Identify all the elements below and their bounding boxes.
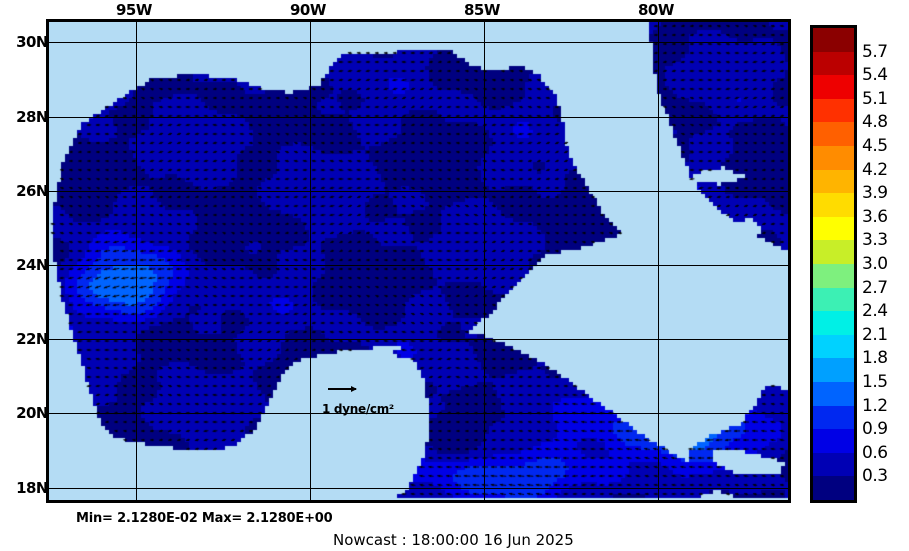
- gridline-lon-80W: [658, 22, 659, 500]
- colorbar-band-2: [813, 75, 854, 99]
- colorbar-tick-5.4: 5.4: [862, 65, 888, 86]
- colorbar-band-4: [813, 122, 854, 146]
- gridline-lat-18N: [49, 488, 788, 489]
- colorbar-tick-3.6: 3.6: [862, 206, 888, 227]
- colorbar-band-10: [813, 263, 854, 288]
- vector-scale-key: 1 dyne/cm²: [322, 382, 432, 422]
- colorbar-tick-2.4: 2.4: [862, 301, 888, 322]
- colorbar-tick-0.3: 0.3: [862, 466, 888, 487]
- vector-key-label: 1 dyne/cm²: [322, 402, 394, 416]
- y-axis-tick-22N: 22N: [16, 330, 48, 348]
- gridline-lat-20N: [49, 413, 788, 414]
- colorbar-band-8: [813, 216, 854, 241]
- colorbar-tick-4.2: 4.2: [862, 159, 888, 180]
- nowcast-timestamp: Nowcast : 18:00:00 16 Jun 2025: [333, 531, 574, 549]
- colorbar-band-18: [813, 452, 854, 477]
- colorbar-tick-5.1: 5.1: [862, 88, 888, 109]
- gridline-lon-95W: [136, 22, 137, 500]
- colorbar-tick-2.1: 2.1: [862, 324, 888, 345]
- colorbar-band-9: [813, 240, 854, 264]
- colorbar-band-1: [813, 51, 854, 76]
- colorbar-tick-4.8: 4.8: [862, 112, 888, 133]
- colorbar-tick-3.3: 3.3: [862, 230, 888, 251]
- colorbar-band-16: [813, 405, 854, 430]
- colorbar-band-6: [813, 169, 854, 194]
- gridline-lat-22N: [49, 339, 788, 340]
- arrow-right-icon: [328, 386, 357, 392]
- colorbar-tick-1.8: 1.8: [862, 348, 888, 369]
- colorbar-tick-3.9: 3.9: [862, 183, 888, 204]
- colorbar-band-17: [813, 429, 854, 453]
- y-axis-tick-26N: 26N: [16, 182, 48, 200]
- colorbar-band-7: [813, 193, 854, 217]
- y-axis-tick-20N: 20N: [16, 404, 48, 422]
- colorbar: [810, 25, 857, 503]
- colorbar-band-5: [813, 145, 854, 170]
- colorbar-band-13: [813, 334, 854, 359]
- colorbar-band-0: [813, 28, 854, 52]
- y-axis-tick-18N: 18N: [16, 479, 48, 497]
- colorbar-tick-5.7: 5.7: [862, 41, 888, 62]
- y-axis-tick-24N: 24N: [16, 256, 48, 274]
- x-axis-tick-95W: 95W: [116, 1, 152, 19]
- colorbar-tick-2.7: 2.7: [862, 277, 888, 298]
- x-axis-tick-85W: 85W: [464, 1, 500, 19]
- colorbar-gradient: [813, 28, 854, 500]
- colorbar-tick-0.9: 0.9: [862, 419, 888, 440]
- gridline-lat-30N: [49, 42, 788, 43]
- colorbar-band-14: [813, 358, 854, 382]
- colorbar-band-19: [813, 476, 854, 500]
- colorbar-band-15: [813, 381, 854, 406]
- gridline-lat-28N: [49, 117, 788, 118]
- map-canvas: [49, 22, 788, 500]
- gridline-lon-90W: [310, 22, 311, 500]
- map-plot-frame: [46, 19, 791, 503]
- min-max-text: Min= 2.1280E-02 Max= 2.1280E+00: [76, 511, 333, 526]
- y-axis-tick-28N: 28N: [16, 108, 48, 126]
- colorbar-tick-0.6: 0.6: [862, 442, 888, 463]
- gridline-lat-26N: [49, 191, 788, 192]
- colorbar-tick-1.5: 1.5: [862, 372, 888, 392]
- colorbar-tick-3.0: 3.0: [862, 254, 888, 274]
- x-axis-tick-90W: 90W: [290, 1, 326, 19]
- colorbar-band-3: [813, 98, 854, 123]
- gridline-lon-85W: [484, 22, 485, 500]
- colorbar-tick-1.2: 1.2: [862, 395, 888, 416]
- colorbar-band-12: [813, 311, 854, 335]
- colorbar-tick-4.5: 4.5: [862, 136, 888, 156]
- x-axis-tick-80W: 80W: [638, 1, 674, 19]
- gridline-lat-24N: [49, 265, 788, 266]
- colorbar-band-11: [813, 287, 854, 312]
- y-axis-tick-30N: 30N: [16, 33, 48, 51]
